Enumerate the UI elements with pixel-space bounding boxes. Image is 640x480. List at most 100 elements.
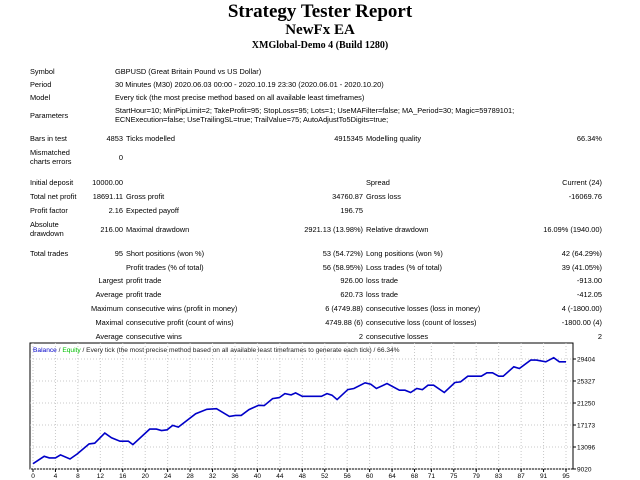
symbol-value: GBPUSD (Great Britain Pound vs US Dollar… [115,67,262,76]
balance-line [32,356,566,465]
legend-balance: Balance [33,347,57,354]
total-trades-label: Total trades [30,249,69,258]
spread-value: Current (24) [562,178,602,187]
average-profit-label: profit trade [126,290,162,299]
x-tick-label: 12 [97,473,105,480]
profit-factor-value: 2.16 [108,206,123,215]
y-tick-label: 13096 [577,445,595,452]
maximal-consecutive-loss-label: consecutive loss (count of losses) [366,318,477,327]
largest-profit-label: profit trade [126,276,162,285]
average-consecutive-label: Average [95,332,123,341]
period-label: Period [30,80,52,89]
deposit-label: Initial deposit [30,178,74,187]
x-tick-label: 64 [388,473,396,480]
maximal-consecutive-loss-value: -1800.00 (4) [561,318,602,327]
x-tick-label: 44 [276,473,284,480]
symbol-label: Symbol [30,67,55,76]
average-loss-value: -412.05 [576,290,602,299]
max-consecutive-wins-label: consecutive wins (profit in money) [126,304,238,313]
x-tick-label: 36 [231,473,239,480]
average-profit-value: 620.73 [340,290,363,299]
ea-name: NewFx EA [285,22,355,38]
largest-label: Largest [98,276,123,285]
x-tick-label: 95 [562,473,570,480]
average-consecutive-wins-value: 2 [358,332,363,341]
parameters-row: Parameters StartHour=10; MinPipLimit=2; … [30,106,605,126]
x-tick-label: 48 [299,473,307,480]
average-label: Average [95,290,123,299]
drawdown-row: Absolute drawdown 216.00 Maximal drawdow… [30,220,605,240]
chart-legend: Balance / Equity / Every tick (the most … [33,347,400,354]
gross-loss-value: -16069.76 [568,192,602,201]
maximal-consecutive-profit-label: consecutive profit (count of wins) [126,318,234,327]
y-tick-label: 29404 [577,357,595,364]
x-tick-label: 16 [119,473,127,480]
x-tick-label: 71 [428,473,436,480]
x-tick-label: 68 [411,473,419,480]
average-consecutive-losses-value: 2 [597,332,602,341]
x-tick-label: 28 [186,473,194,480]
mismatch-value: 0 [118,153,123,162]
legend-equity: Equity [62,347,81,354]
x-tick-label: 52 [321,473,329,480]
ticks-label: Ticks modelled [126,134,176,143]
y-tick-label: 21250 [577,401,595,408]
bars-label: Bars in test [30,134,67,143]
x-tick-label: 24 [164,473,172,480]
quality-value: 66.34% [576,134,602,143]
model-label: Model [30,93,51,102]
x-tick-label: 60 [366,473,374,480]
mismatch-row: Mismatched charts errors 0 [30,148,605,168]
ticks-value: 4915345 [334,134,363,143]
parameters-line-1: StartHour=10; MinPipLimit=2; TakeProfit=… [115,106,515,115]
long-positions-label: Long positions (won %) [366,249,443,258]
maximal-drawdown-value: 2921.13 (13.98%) [304,225,363,234]
short-positions-label: Short positions (won %) [126,249,205,258]
x-tick-label: 79 [473,473,481,480]
y-tick-label: 9020 [577,467,592,474]
average-consecutive-wins-label: consecutive wins [126,332,182,341]
x-tick-label: 40 [254,473,262,480]
maximal-consecutive-profit-value: 4749.88 (6) [325,318,363,327]
legend-rest: / Every tick (the most precise method ba… [80,347,400,354]
expected-payoff-label: Expected payoff [126,206,179,215]
long-positions-value: 42 (64.29%) [561,249,602,258]
relative-drawdown-label: Relative drawdown [366,225,429,234]
short-positions-value: 53 (54.72%) [322,249,363,258]
gross-loss-label: Gross loss [366,192,401,201]
bars-value: 4853 [106,134,123,143]
x-tick-label: 75 [450,473,458,480]
gross-profit-value: 34760.87 [332,192,363,201]
model-value: Every tick (the most precise method base… [115,93,365,102]
max-consecutive-losses-value: 4 (-1800.00) [561,304,602,313]
average-consecutive-losses-label: consecutive losses [366,332,429,341]
profit-trades-value: 56 (58.95%) [322,263,363,272]
profit-factor-label: Profit factor [30,206,68,215]
expected-payoff-value: 196.75 [340,206,363,215]
x-tick-label: 87 [517,473,525,480]
loss-trades-label: Loss trades (% of total) [366,263,442,272]
absolute-drawdown-label-1: Absolute [30,220,59,229]
total-trades-value: 95 [114,249,123,258]
largest-loss-value: -913.00 [576,276,602,285]
report-title: Strategy Tester Report [227,1,413,22]
x-tick-label: 0 [31,473,35,480]
largest-profit-value: 926.00 [340,276,363,285]
maximal-label: Maximal [95,318,123,327]
server-build: XMGlobal-Demo 4 (Build 1280) [251,40,389,51]
x-tick-label: 32 [209,473,217,480]
largest-loss-label: loss trade [366,276,399,285]
profit-trades-label: Profit trades (% of total) [126,263,204,272]
deposit-value: 10000.00 [92,178,123,187]
y-tick-label: 25327 [577,379,595,386]
absolute-drawdown-value: 216.00 [100,225,123,234]
x-tick-label: 91 [540,473,548,480]
x-tick-label: 8 [76,473,80,480]
x-tick-label: 20 [142,473,150,480]
absolute-drawdown-label-2: drawdown [30,229,64,238]
mismatch-label-2: charts errors [30,157,72,166]
x-tick-label: 56 [344,473,352,480]
average-loss-label: loss trade [366,290,399,299]
loss-trades-value: 39 (41.05%) [561,263,602,272]
